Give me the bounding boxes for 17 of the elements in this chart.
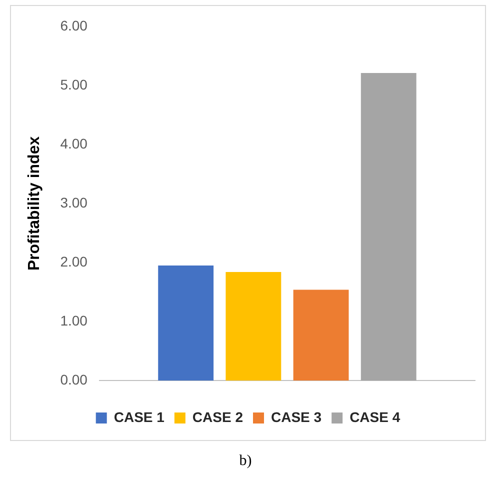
y-tick-label: 5.00 [60,76,88,92]
bar [226,272,282,381]
y-tick-label: 4.00 [60,135,88,152]
y-tick-label: 6.00 [60,17,88,34]
y-tick-label: 3.00 [60,194,88,210]
y-tick-label: 2.00 [60,253,88,270]
y-tick-label: 0.00 [60,371,88,388]
y-axis-title: Profitability index [26,136,44,271]
legend-label: CASE 4 [350,408,400,425]
y-tick-label: 1.00 [60,312,88,328]
legend-label: CASE 3 [271,408,322,425]
bar [293,290,349,381]
bar [158,265,214,381]
bar [360,73,416,381]
legend-label: CASE 1 [114,408,165,425]
legend-label: CASE 2 [192,408,244,425]
text: b) [238,453,253,470]
